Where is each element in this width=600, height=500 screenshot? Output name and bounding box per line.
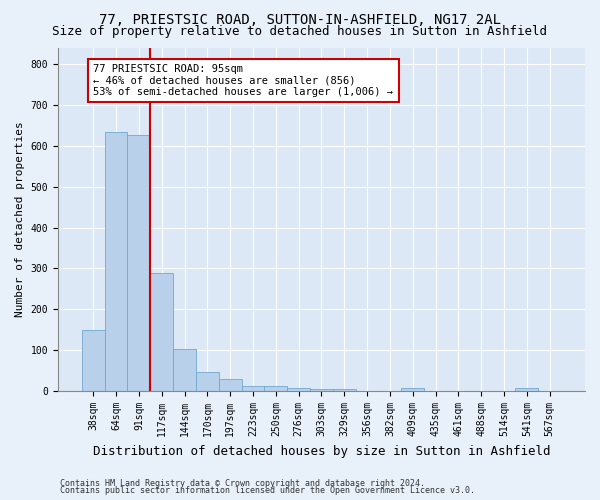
Bar bbox=[127, 134, 151, 391]
Bar bbox=[196, 372, 219, 391]
Y-axis label: Number of detached properties: Number of detached properties bbox=[15, 122, 25, 317]
Bar bbox=[173, 348, 196, 391]
Bar bbox=[219, 379, 242, 391]
Bar bbox=[333, 388, 356, 391]
Bar bbox=[401, 388, 424, 391]
X-axis label: Distribution of detached houses by size in Sutton in Ashfield: Distribution of detached houses by size … bbox=[93, 444, 550, 458]
Text: Size of property relative to detached houses in Sutton in Ashfield: Size of property relative to detached ho… bbox=[53, 25, 548, 38]
Text: Contains HM Land Registry data © Crown copyright and database right 2024.: Contains HM Land Registry data © Crown c… bbox=[60, 478, 425, 488]
Text: Contains public sector information licensed under the Open Government Licence v3: Contains public sector information licen… bbox=[60, 486, 475, 495]
Text: 77, PRIESTSIC ROAD, SUTTON-IN-ASHFIELD, NG17 2AL: 77, PRIESTSIC ROAD, SUTTON-IN-ASHFIELD, … bbox=[99, 12, 501, 26]
Text: 77 PRIESTSIC ROAD: 95sqm
← 46% of detached houses are smaller (856)
53% of semi-: 77 PRIESTSIC ROAD: 95sqm ← 46% of detach… bbox=[94, 64, 394, 97]
Bar bbox=[265, 386, 287, 391]
Bar bbox=[515, 388, 538, 391]
Bar bbox=[242, 386, 265, 391]
Bar bbox=[310, 388, 333, 391]
Bar bbox=[287, 388, 310, 391]
Bar bbox=[104, 132, 127, 391]
Bar bbox=[151, 273, 173, 391]
Bar bbox=[82, 330, 104, 391]
